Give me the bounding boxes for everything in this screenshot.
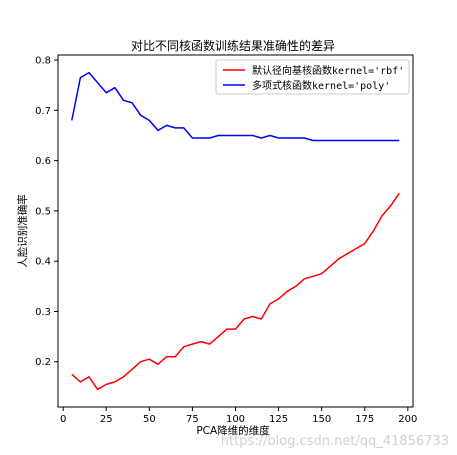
y-tick-label: 0.6: [35, 156, 51, 167]
legend-label-rbf: 默认径向基核函数kernel='rbf': [252, 64, 404, 77]
y-tick-label: 0.3: [35, 307, 51, 318]
series-line-poly: [71, 71, 400, 142]
x-axis-ticks: 0 25 50 75 100 125 150 175 200: [60, 407, 417, 425]
y-axis-label: 人脸识别准确率: [16, 194, 29, 268]
y-tick-label: 0.7: [35, 106, 51, 117]
x-tick-label: 200: [398, 414, 417, 425]
legend-box: [215, 59, 410, 95]
plot-area: [57, 54, 414, 408]
x-tick-label: 100: [226, 414, 245, 425]
x-tick-label: 150: [312, 414, 331, 425]
x-tick-label: 125: [269, 414, 288, 425]
legend: 默认径向基核函数kernel='rbf' 多项式核函数kernel='poly': [215, 59, 410, 95]
y-tick-label: 0.8: [35, 56, 51, 67]
x-axis-label: PCA降维的维度: [196, 424, 270, 437]
y-axis-ticks: 0.2 0.3 0.4 0.5 0.6 0.7 0.8: [35, 56, 58, 368]
legend-label-poly: 多项式核函数kernel='poly': [252, 79, 390, 92]
y-tick-label: 0.4: [35, 257, 51, 268]
series-layer: [71, 71, 400, 391]
x-tick-label: 50: [143, 414, 156, 425]
chart-title: 对比不同核函数训练结果准确性的差异: [131, 38, 335, 53]
series-line-rbf: [71, 192, 400, 391]
y-tick-label: 0.2: [35, 357, 51, 368]
y-tick-label: 0.5: [35, 206, 51, 217]
x-tick-label: 75: [186, 414, 199, 425]
x-tick-label: 0: [60, 414, 66, 425]
x-tick-label: 25: [100, 414, 113, 425]
x-tick-label: 175: [355, 414, 374, 425]
watermark: https://blog.csdn.net/qq_41856733: [220, 434, 449, 449]
